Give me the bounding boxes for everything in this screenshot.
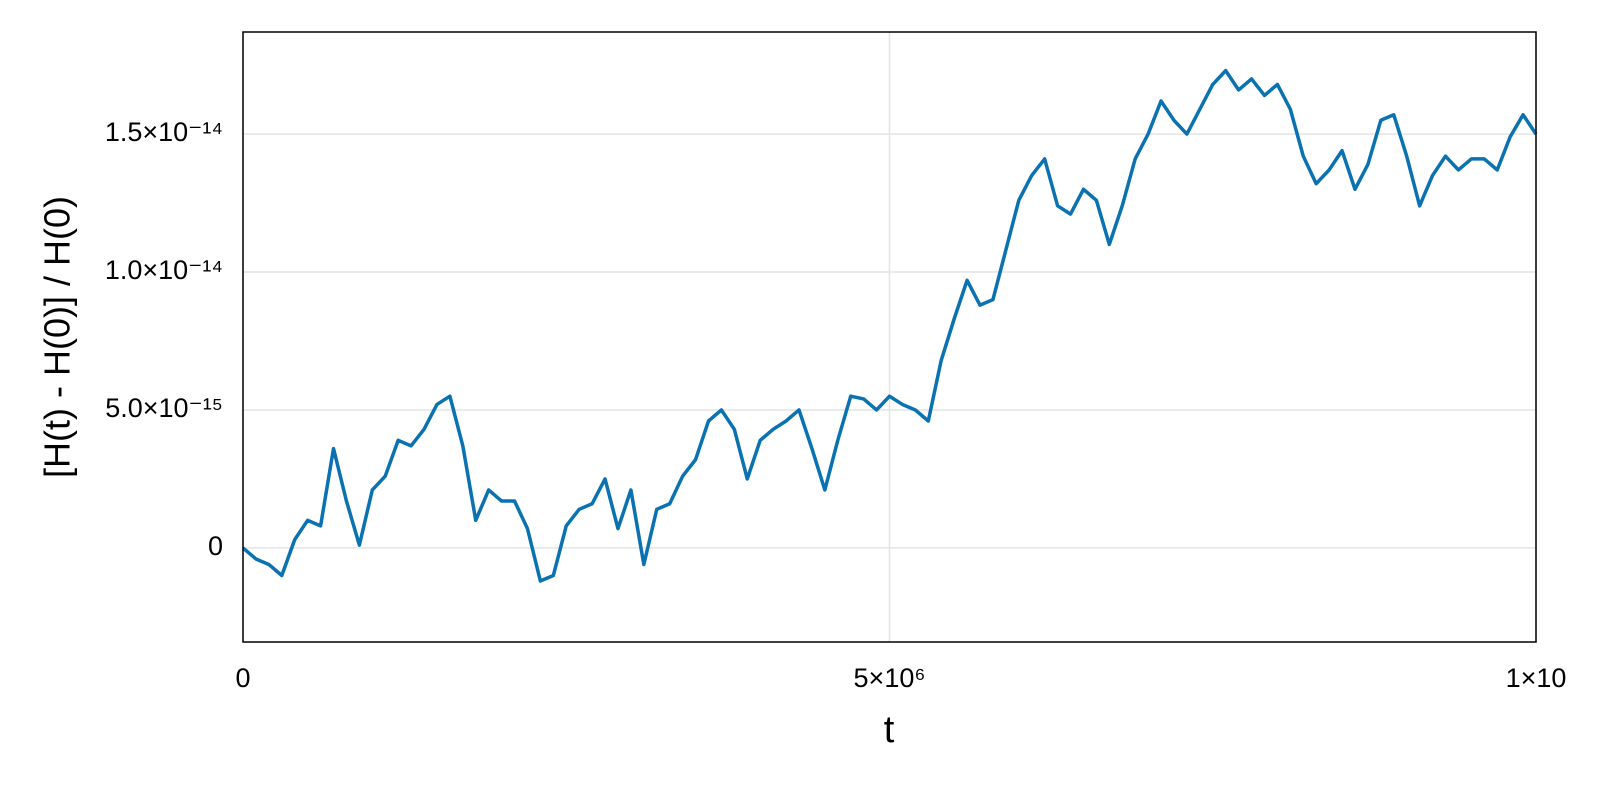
x-tick-label: 5×10⁶ — [854, 663, 926, 693]
y-tick-label: 1.5×10⁻¹⁴ — [105, 117, 223, 147]
data-line — [241, 68, 1538, 583]
x-tick-label: 0 — [235, 663, 250, 693]
y-tick-label: 1.0×10⁻¹⁴ — [105, 255, 223, 285]
x-axis-label: t — [884, 709, 895, 751]
y-tick-label: 5.0×10⁻¹⁵ — [105, 393, 223, 423]
y-axis-label: [H(t) - H(0)] / H(0) — [37, 196, 78, 478]
plot-frame — [242, 31, 1537, 643]
x-tick-label: 1×10 — [1506, 663, 1567, 693]
y-tick-label: 0 — [208, 531, 223, 561]
